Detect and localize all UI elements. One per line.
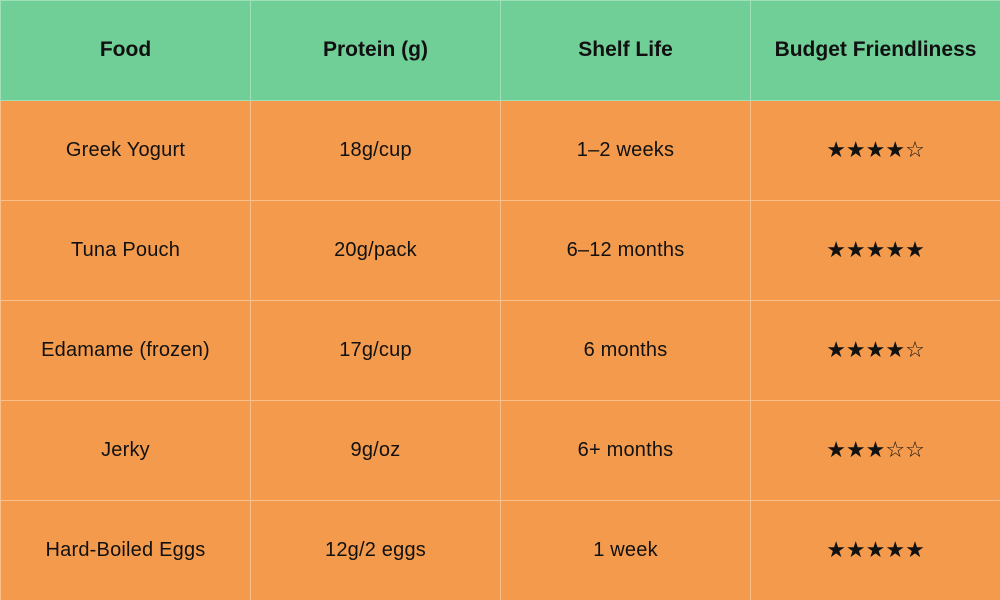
shelf-life-cell: 6–12 months <box>500 200 751 301</box>
star-rating-icon: ★★★★☆ <box>750 100 1000 201</box>
header-row: Food Protein (g) Shelf Life Budget Frien… <box>0 0 1000 101</box>
shelf-life-cell: 6+ months <box>500 400 751 501</box>
table-row: Tuna Pouch 20g/pack 6–12 months ★★★★★ <box>0 200 1000 301</box>
protein-cell: 18g/cup <box>250 100 501 201</box>
shelf-life-cell: 1 week <box>500 500 751 600</box>
table-row: Hard-Boiled Eggs 12g/2 eggs 1 week ★★★★★ <box>0 500 1000 600</box>
table-row: Greek Yogurt 18g/cup 1–2 weeks ★★★★☆ <box>0 100 1000 201</box>
header-shelf-life: Shelf Life <box>500 0 751 101</box>
star-rating-icon: ★★★☆☆ <box>750 400 1000 501</box>
star-rating-icon: ★★★★★ <box>750 200 1000 301</box>
shelf-life-cell: 1–2 weeks <box>500 100 751 201</box>
food-cell: Tuna Pouch <box>0 200 251 301</box>
protein-cell: 12g/2 eggs <box>250 500 501 600</box>
star-rating-icon: ★★★★★ <box>750 500 1000 600</box>
table-row: Edamame (frozen) 17g/cup 6 months ★★★★☆ <box>0 300 1000 401</box>
header-protein: Protein (g) <box>250 0 501 101</box>
header-budget-friendliness: Budget Friendliness <box>750 0 1000 101</box>
shelf-life-cell: 6 months <box>500 300 751 401</box>
protein-cell: 17g/cup <box>250 300 501 401</box>
food-cell: Jerky <box>0 400 251 501</box>
protein-cell: 20g/pack <box>250 200 501 301</box>
food-cell: Greek Yogurt <box>0 100 251 201</box>
star-rating-icon: ★★★★☆ <box>750 300 1000 401</box>
table-row: Jerky 9g/oz 6+ months ★★★☆☆ <box>0 400 1000 501</box>
header-food: Food <box>0 0 251 101</box>
food-cell: Hard-Boiled Eggs <box>0 500 251 600</box>
food-cell: Edamame (frozen) <box>0 300 251 401</box>
protein-cell: 9g/oz <box>250 400 501 501</box>
